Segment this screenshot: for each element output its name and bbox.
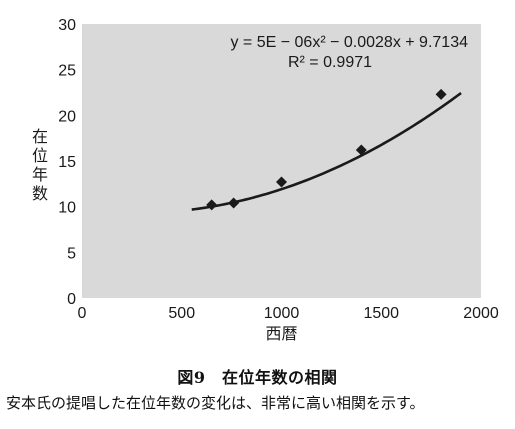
y-tick-label: 30 — [58, 17, 76, 34]
plot-area — [82, 24, 481, 298]
y-axis-ticks: 0 5 10 15 20 25 30 — [58, 17, 76, 308]
x-axis-ticks: 0 500 1000 1500 2000 — [78, 305, 499, 322]
data-point-marker — [228, 197, 240, 209]
y-axis-label-char: 年 — [32, 165, 48, 184]
y-axis-label-char: 位 — [32, 146, 48, 165]
y-axis-label-char: 在 — [32, 127, 48, 146]
figure-caption-title: 図9 在位年数の相関 — [177, 368, 338, 387]
x-tick-label: 1500 — [363, 305, 399, 322]
trendline-equation: y = 5E − 06x² − 0.0028x + 9.7134 — [230, 34, 468, 51]
y-tick-label: 10 — [58, 200, 76, 217]
x-tick-label: 1000 — [264, 305, 300, 322]
data-point-marker — [435, 88, 447, 100]
y-tick-label: 25 — [58, 63, 76, 80]
r-squared-label: R² = 0.9971 — [288, 54, 372, 71]
data-point-marker — [206, 199, 218, 211]
y-axis-label-char: 数 — [32, 184, 48, 203]
figure-caption-text: 安本氏の提唱した在位年数の変化は、非常に高い相関を示す。 — [6, 394, 425, 412]
x-tick-label: 500 — [168, 305, 195, 322]
y-axis-label: 在位年数 — [32, 127, 48, 203]
y-tick-label: 0 — [67, 291, 76, 308]
data-markers — [206, 88, 447, 211]
x-tick-label: 0 — [78, 305, 87, 322]
data-point-marker — [355, 144, 367, 156]
y-tick-label: 15 — [58, 154, 76, 171]
y-tick-label: 5 — [67, 245, 76, 262]
data-point-marker — [276, 176, 287, 188]
x-axis-label: 西暦 — [265, 324, 297, 343]
x-tick-label: 2000 — [463, 305, 499, 322]
y-tick-label: 20 — [58, 108, 76, 125]
chart: 0 5 10 15 20 25 30 0 500 1000 1500 2000 y = 5E − 0… — [32, 17, 499, 343]
